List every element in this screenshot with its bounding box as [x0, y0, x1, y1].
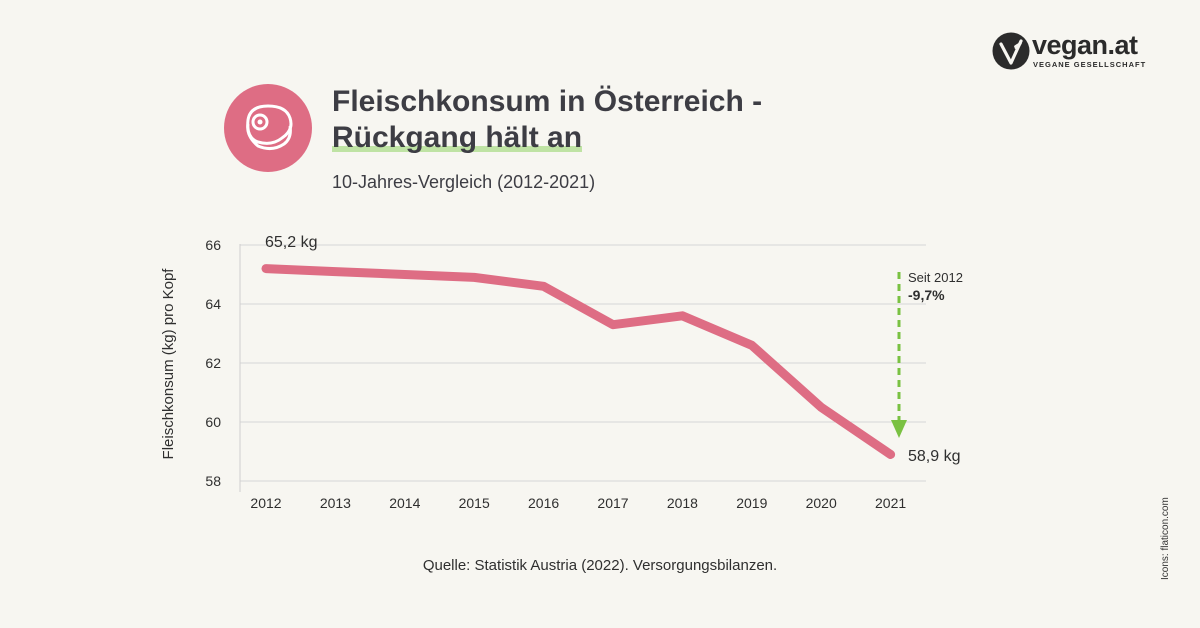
brand-name: vegan.at: [1032, 30, 1138, 60]
meat-steak-icon: [224, 84, 312, 172]
y-tick-label: 64: [205, 296, 221, 312]
start-value-label: 65,2 kg: [265, 234, 317, 251]
x-tick-label: 2020: [806, 495, 837, 511]
series-line: [261, 264, 896, 459]
x-tick-label: 2017: [597, 495, 628, 511]
y-tick-labels: 66 64 62 60 58: [205, 237, 221, 489]
y-tick-label: 58: [205, 473, 221, 489]
title-line-2: Rückgang hält an: [332, 120, 583, 156]
title-line-2-text: Rückgang hält an: [332, 121, 583, 154]
change-note: Seit 2012: [908, 270, 963, 285]
x-tick-labels: 2012 2013 2014 2015 2016 2017 2018 2019 2020 2021: [250, 495, 906, 511]
x-tick-label: 2012: [250, 495, 281, 511]
vegan-logo-icon: [992, 32, 1030, 70]
x-tick-label: 2015: [459, 495, 490, 511]
brand-tagline: VEGANE GESELLSCHAFT: [1033, 60, 1147, 69]
y-tick-label: 60: [205, 414, 221, 430]
data-points: [265, 268, 891, 455]
change-value: -9,7%: [908, 287, 945, 303]
y-tick-label: 62: [205, 355, 221, 371]
x-tick-label: 2014: [389, 495, 420, 511]
change-arrow-head: [891, 420, 907, 438]
x-tick-label: 2019: [736, 495, 767, 511]
page-title: Fleischkonsum in Österreich - Rückgang h…: [332, 84, 762, 156]
icon-credit: Icons: flaticon.com: [1160, 497, 1171, 580]
title-line-1: Fleischkonsum in Österreich -: [332, 85, 763, 118]
x-tick-label: 2013: [320, 495, 351, 511]
x-tick-label: 2018: [667, 495, 698, 511]
y-axis-label: Fleischkonsum (kg) pro Kopf: [160, 268, 177, 460]
source-note: Quelle: Statistik Austria (2022). Versor…: [422, 557, 778, 574]
end-value-label: 58,9 kg: [908, 448, 960, 465]
y-tick-label: 66: [205, 237, 221, 253]
x-tick-label: 2016: [528, 495, 559, 511]
grid-lines: [240, 244, 926, 482]
brand-logo: vegan.at VEGANE GESELLSCHAFT: [992, 30, 1152, 72]
subtitle: 10-Jahres-Vergleich (2012-2021): [332, 172, 596, 192]
x-tick-label: 2021: [875, 495, 906, 511]
